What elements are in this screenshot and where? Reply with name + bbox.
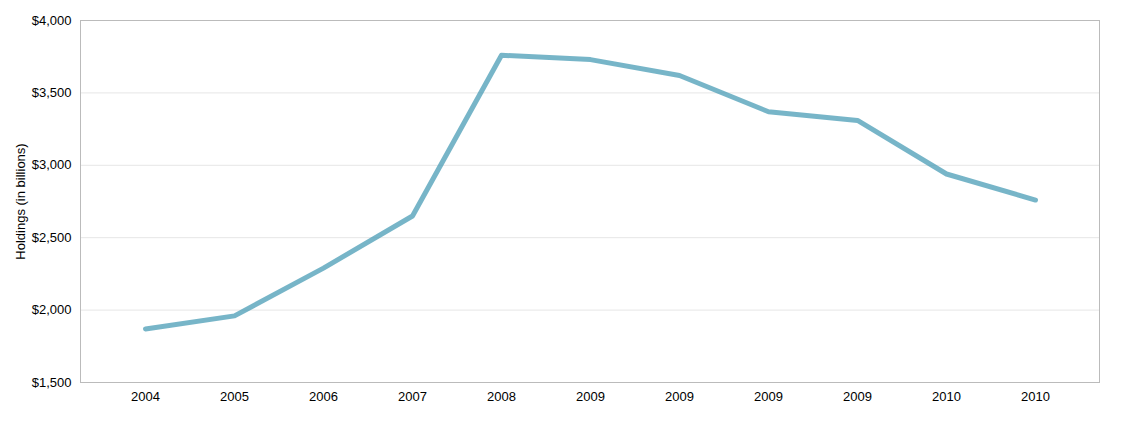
svg-text:2009: 2009: [665, 389, 694, 404]
svg-text:2006: 2006: [309, 389, 338, 404]
svg-text:$4,000: $4,000: [32, 13, 72, 28]
svg-text:2010: 2010: [1021, 389, 1050, 404]
svg-text:$3,000: $3,000: [32, 157, 72, 172]
svg-text:$2,500: $2,500: [32, 230, 72, 245]
svg-text:2005: 2005: [220, 389, 249, 404]
svg-text:2009: 2009: [754, 389, 783, 404]
svg-text:2009: 2009: [843, 389, 872, 404]
svg-text:2004: 2004: [131, 389, 160, 404]
svg-text:$2,000: $2,000: [32, 302, 72, 317]
svg-text:Holdings (in billions): Holdings (in billions): [13, 143, 28, 259]
svg-text:$3,500: $3,500: [32, 85, 72, 100]
svg-text:$1,500: $1,500: [32, 375, 72, 390]
svg-text:2007: 2007: [398, 389, 427, 404]
svg-text:2010: 2010: [932, 389, 961, 404]
svg-text:2008: 2008: [487, 389, 516, 404]
svg-text:2009: 2009: [576, 389, 605, 404]
